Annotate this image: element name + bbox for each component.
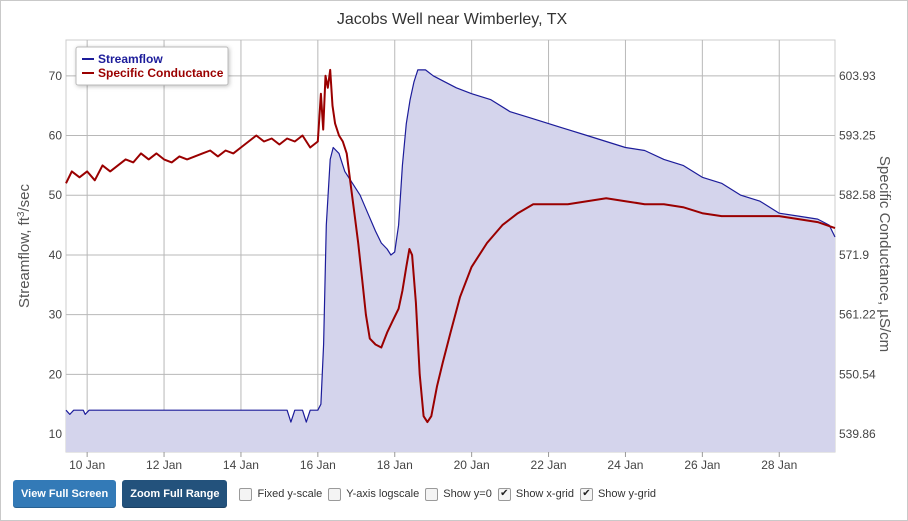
zoom-full-range-button[interactable]: Zoom Full Range: [122, 480, 228, 508]
x-tick-label: 18 Jan: [377, 458, 413, 472]
x-tick-label: 28 Jan: [761, 458, 797, 472]
y-right-tick-label: 539.86: [839, 427, 876, 441]
streamflow-line: [65, 69, 836, 423]
show-x-grid-checkbox[interactable]: ✔ Show x-grid: [497, 487, 574, 501]
checkbox-label: Show y-grid: [597, 488, 657, 500]
y-right-tick-label: 582.58: [839, 188, 876, 202]
legend-streamflow-label: Streamflow: [98, 52, 163, 66]
checkbox-box-checked[interactable]: ✔: [497, 487, 511, 501]
y-axis-right-label: Specific Conductance, µS/cm: [876, 156, 893, 352]
y-right-tick-label: 561.22: [839, 308, 876, 322]
axis-layer: 10 Jan 12 Jan 14 Jan 16 Jan 18 Jan 20 Jan 22 J…: [49, 69, 876, 472]
x-tick-label: 12 Jan: [146, 458, 182, 472]
checkbox-box[interactable]: [328, 487, 342, 501]
x-tick-label: 26 Jan: [684, 458, 720, 472]
chart: Jacobs Well near Wimberley, TX 10 Jan 12 …: [16, 11, 894, 472]
show-y-grid-checkbox[interactable]: ✔ Show y-grid: [579, 487, 657, 501]
y-right-tick-label: 550.54: [839, 367, 876, 381]
checkbox-box[interactable]: [239, 487, 253, 501]
control-bar: View Full Screen Zoom Full Range Fixed y…: [13, 480, 656, 508]
checkbox-box-checked[interactable]: ✔: [579, 487, 593, 501]
y-right-tick-label: 593.25: [839, 129, 876, 143]
checkbox-label: Show x-grid: [515, 488, 574, 500]
x-tick-label: 24 Jan: [607, 458, 643, 472]
view-full-screen-button[interactable]: View Full Screen: [13, 480, 117, 508]
legend: Streamflow Specific Conductance: [75, 46, 229, 86]
streamflow-area: [66, 69, 835, 453]
chart-title: Jacobs Well near Wimberley, TX: [337, 11, 568, 28]
specific-conductance-line: [65, 68, 836, 424]
y-left-tick-label: 10: [49, 427, 63, 441]
y-left-tick-label: 20: [49, 367, 63, 381]
x-tick-label: 22 Jan: [531, 458, 567, 472]
fixed-y-scale-checkbox[interactable]: Fixed y-scale: [239, 487, 323, 501]
show-y0-checkbox[interactable]: Show y=0: [425, 487, 492, 501]
y-axis-logscale-checkbox[interactable]: Y-axis logscale: [328, 487, 420, 501]
x-tick-label: 20 Jan: [454, 458, 490, 472]
legend-conductance-label: Specific Conductance: [98, 66, 224, 80]
series-layer: [65, 68, 836, 453]
y-axis-left-label: Streamflow, ft3/sec: [16, 184, 34, 308]
checkbox-label: Fixed y-scale: [257, 488, 323, 500]
y-left-tick-label: 30: [49, 308, 63, 322]
y-right-tick-label: 571.9: [839, 248, 869, 262]
y-right-tick-label: 603.93: [839, 69, 876, 83]
y-left-tick-label: 60: [49, 129, 63, 143]
x-tick-label: 10 Jan: [69, 458, 105, 472]
checkbox-label: Show y=0: [443, 488, 492, 500]
y-left-tick-label: 70: [49, 69, 63, 83]
checkbox-label: Y-axis logscale: [346, 488, 420, 500]
x-tick-label: 16 Jan: [300, 458, 336, 472]
x-tick-label: 14 Jan: [223, 458, 259, 472]
y-left-tick-label: 50: [49, 188, 63, 202]
y-left-tick-label: 40: [49, 248, 63, 262]
checkbox-box[interactable]: [425, 487, 439, 501]
